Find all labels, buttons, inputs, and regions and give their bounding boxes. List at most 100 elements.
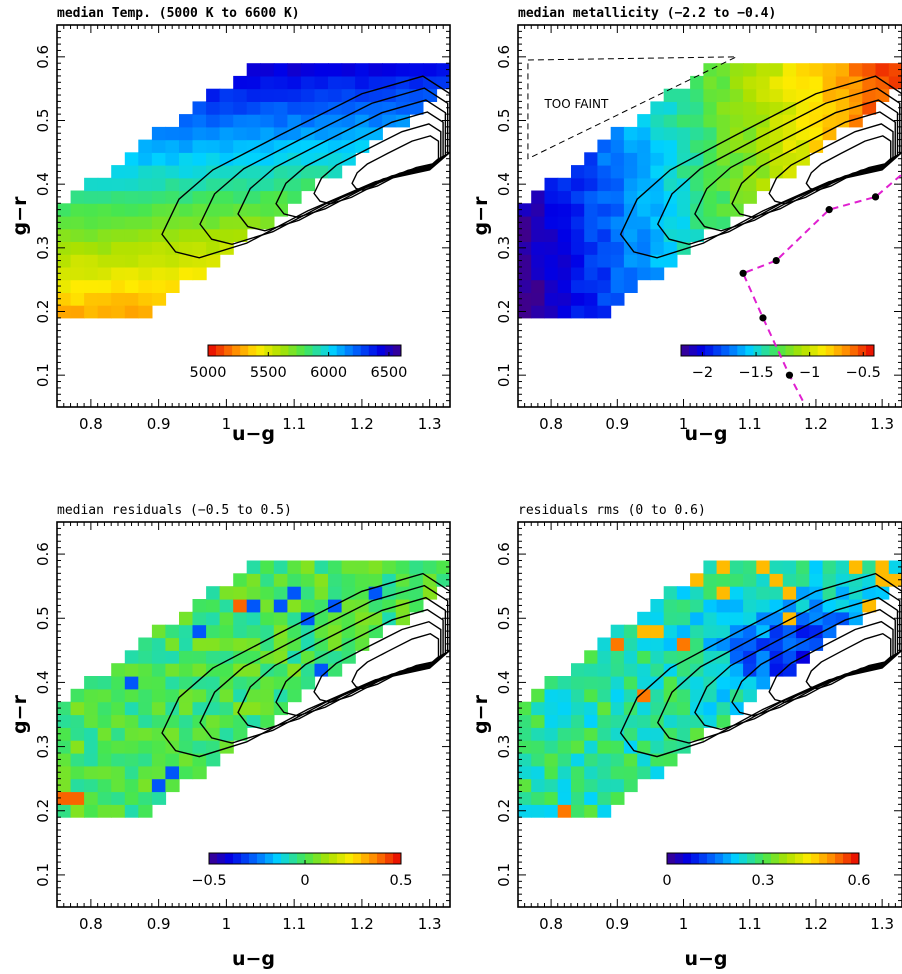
heatmap-cell	[623, 765, 638, 780]
heatmap-cell	[835, 114, 850, 128]
heatmap-cell	[192, 676, 207, 690]
heatmap-cell	[273, 573, 288, 587]
heatmap-cell	[822, 599, 837, 613]
colorbar-swatch	[771, 853, 780, 864]
heatmap-cell	[70, 241, 85, 255]
heatmap-cell	[690, 714, 704, 728]
heatmap-cell	[300, 63, 316, 77]
x-axis-label: u−g	[232, 948, 275, 970]
heatmap-cell	[165, 663, 180, 677]
heatmap-cell	[584, 804, 598, 818]
heatmap-cell	[637, 216, 651, 230]
boundary-point	[739, 269, 747, 277]
heatmap-cell	[165, 266, 180, 281]
heatmap-cell	[97, 701, 112, 716]
heatmap-cell	[756, 663, 771, 677]
heatmap-cell	[531, 266, 545, 281]
colorbar-swatch	[803, 853, 812, 864]
heatmap-cell	[179, 676, 194, 690]
heatmap-cell	[623, 139, 638, 153]
heatmap-cell	[743, 88, 757, 102]
x-axis-label: u−g	[684, 423, 727, 445]
heatmap-cell	[584, 753, 598, 767]
heatmap-cell	[246, 688, 261, 703]
heatmap-cell	[875, 586, 890, 600]
heatmap-cell	[769, 650, 784, 664]
heatmap-cell	[179, 637, 194, 651]
heatmap-cell	[165, 228, 180, 242]
heatmap-cell	[57, 266, 72, 281]
heatmap-cell	[729, 114, 744, 128]
heatmap-cell	[756, 676, 771, 690]
colorbar-tick-label: −1.5	[738, 365, 773, 381]
heatmap-cell	[769, 101, 784, 115]
heatmap-cell	[743, 599, 757, 613]
heatmap-cell	[584, 279, 598, 293]
colorbar-swatch	[843, 853, 852, 864]
heatmap-cell	[368, 586, 383, 600]
heatmap-cell	[300, 650, 316, 664]
y-tick-label: 0.5	[34, 606, 52, 630]
heatmap-cell	[518, 292, 532, 306]
colorbar-tick-label: 6500	[370, 365, 407, 381]
heatmap-cell	[246, 586, 261, 600]
heatmap-cell	[690, 611, 704, 626]
heatmap-cell	[756, 560, 771, 574]
heatmap-cell	[610, 753, 625, 767]
heatmap-cell	[716, 101, 731, 115]
heatmap-cell	[610, 152, 625, 166]
heatmap-cell	[769, 63, 784, 77]
heatmap-cell	[531, 203, 545, 217]
heatmap-cell	[623, 753, 638, 767]
heatmap-cell	[729, 599, 744, 613]
heatmap-cell	[743, 63, 757, 77]
heatmap-cell	[584, 663, 598, 677]
heatmap-cell	[597, 765, 612, 780]
heatmap-cell	[676, 663, 691, 677]
heatmap-cell	[70, 727, 85, 741]
heatmap-cell	[124, 203, 139, 217]
colorbar-swatch	[361, 853, 370, 864]
heatmap-cell	[557, 228, 572, 242]
heatmap-cell	[206, 241, 221, 255]
heatmap-cell	[743, 688, 757, 703]
heatmap-cell	[287, 177, 302, 192]
heatmap-cell	[179, 177, 194, 192]
heatmap-cell	[676, 624, 691, 639]
heatmap-cell	[531, 804, 545, 818]
heatmap-cell	[782, 586, 797, 600]
heatmap-cell	[650, 266, 665, 281]
heatmap-cell	[273, 114, 288, 128]
heatmap-cell	[663, 624, 678, 639]
heatmap-cell	[138, 279, 153, 293]
heatmap-cell	[597, 727, 612, 741]
heatmap-cell	[650, 637, 665, 651]
x-axis-label: u−g	[232, 423, 275, 445]
heatmap-cell	[676, 714, 691, 728]
heatmap-cell	[124, 791, 139, 805]
heatmap-cell	[97, 228, 112, 242]
heatmap-cell	[597, 701, 612, 716]
heatmap-cell	[84, 190, 99, 204]
heatmap-cell	[597, 650, 612, 664]
x-tick-label: 0.8	[79, 915, 103, 933]
heatmap-cell	[84, 241, 99, 255]
heatmap-cell	[219, 228, 234, 242]
heatmap-cell	[368, 75, 383, 90]
y-tick-label: 0.2	[34, 300, 52, 324]
heatmap-cell	[382, 75, 397, 90]
heatmap-cell	[246, 139, 261, 153]
heatmap-cell	[382, 114, 397, 128]
heatmap-cell	[637, 663, 651, 677]
heatmap-cell	[409, 63, 424, 77]
heatmap-cell	[743, 177, 757, 192]
heatmap-cell	[260, 599, 275, 613]
y-tick-label: 0.5	[495, 109, 513, 133]
heatmap-cell	[70, 292, 85, 306]
density-contour	[199, 87, 449, 246]
heatmap-cell	[676, 727, 691, 741]
heatmap-cell	[341, 573, 356, 587]
heatmap-cell	[597, 165, 612, 179]
heatmap-cell	[584, 177, 598, 192]
heatmap-cell	[544, 714, 559, 728]
